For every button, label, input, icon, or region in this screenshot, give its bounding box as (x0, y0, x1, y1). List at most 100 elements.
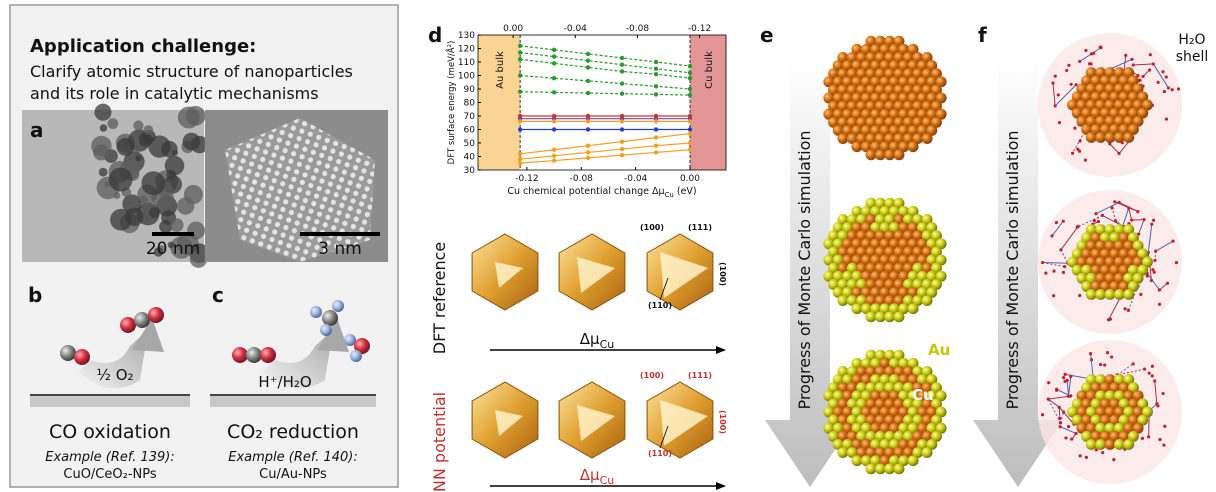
x-axis-label: Cu chemical potential change ΔμCu(eV) (507, 186, 696, 199)
au-atom (1114, 439, 1125, 450)
water-o (1153, 259, 1156, 262)
x-tick-label: 0.00 (680, 174, 700, 184)
y-tick-label: 60 (464, 126, 476, 136)
point (654, 150, 658, 154)
point (586, 127, 590, 131)
au-atom (837, 295, 848, 306)
panel-letter: c (212, 283, 224, 307)
point (586, 65, 590, 69)
point (688, 127, 692, 131)
panel-letter: f (978, 23, 987, 47)
point (654, 127, 658, 131)
row-label: NN potential (430, 392, 449, 492)
polyhedra: (100)(111)(100)(110)ΔμCu(100)(111)(100)(… (472, 223, 727, 490)
arrow-label: Progress of Monte Carlo simulation (1003, 130, 1022, 409)
point (552, 54, 556, 58)
water-o (1153, 379, 1156, 382)
cu-atom (1114, 132, 1125, 143)
point (552, 154, 556, 158)
water-o (1050, 234, 1053, 237)
scale-label: 3 nm (318, 239, 362, 259)
point (654, 119, 658, 123)
facet-label: (111) (688, 223, 712, 232)
atom (350, 350, 362, 362)
y-tick-label: 30 (464, 166, 476, 176)
facet-label: (100) (640, 223, 664, 232)
y-axis-label: DFT surface energy (meV/Å²) (445, 41, 457, 165)
water-o (1130, 218, 1133, 221)
water-o (1113, 200, 1116, 203)
point (620, 62, 624, 66)
y-tick-label: 120 (458, 45, 475, 55)
atom (232, 347, 248, 363)
water-o (1103, 363, 1106, 366)
x2-tick-label: -0.04 (564, 24, 588, 34)
tem-blob (141, 171, 165, 195)
y-tick-label: 110 (458, 58, 475, 68)
x-axis-label-text: Cu chemical potential change Δμ (507, 186, 664, 197)
reaction-name: CO oxidation (49, 421, 171, 443)
panel-letter: b (28, 283, 42, 307)
au-atom (875, 311, 886, 322)
point (620, 153, 624, 157)
au-atom (837, 447, 848, 458)
cu-atom (1123, 132, 1134, 143)
atom (260, 347, 276, 363)
water-o (1161, 392, 1164, 395)
point (688, 76, 692, 80)
au-atom (875, 463, 886, 474)
au-atom (1123, 289, 1134, 300)
cu-atom (866, 149, 877, 160)
scale-label: 20 nm (146, 239, 200, 259)
cu-atom (1095, 132, 1106, 143)
point (654, 135, 658, 139)
point (654, 84, 658, 88)
au-atom (1114, 289, 1125, 300)
x2-tick-label: -0.12 (688, 24, 711, 34)
point (518, 73, 522, 77)
water-o (1177, 87, 1180, 90)
water-o (1054, 75, 1057, 78)
point (620, 92, 624, 96)
water-o (1067, 395, 1070, 398)
water-o (1127, 206, 1130, 209)
tem-blob (177, 197, 194, 214)
water-o (1055, 221, 1058, 224)
point (654, 92, 658, 96)
water-o (1112, 458, 1115, 461)
water-o (1136, 210, 1139, 213)
y-tick-label: 50 (464, 139, 476, 149)
reaction-name: CO₂ reduction (227, 421, 359, 443)
point (552, 61, 556, 65)
au-atom (1086, 289, 1097, 300)
water-o (1157, 81, 1160, 84)
region-label: Cu bulk (704, 51, 715, 89)
panel-letter: e (760, 23, 774, 47)
tem-blob (186, 106, 206, 126)
water-o (1150, 223, 1153, 226)
water-o (1093, 219, 1096, 222)
y-tick-label: 130 (458, 31, 475, 41)
point (552, 76, 556, 80)
mu-axis-label: ΔμCu (580, 330, 614, 351)
water-o (1127, 309, 1130, 312)
facet-label: (100) (718, 262, 727, 286)
facet-label: (110) (648, 449, 672, 458)
panel-text: Clarify atomic structure of nanoparticle… (30, 62, 353, 81)
water-o (1143, 368, 1146, 371)
point (552, 127, 556, 131)
water-o (1146, 274, 1149, 277)
x-tick-label: -0.08 (570, 174, 594, 184)
water-o (1163, 90, 1166, 93)
au-atom (922, 295, 933, 306)
au-atom (866, 463, 877, 474)
water-o (1148, 68, 1151, 71)
tem-blob (107, 118, 118, 129)
point (518, 161, 522, 165)
atom (322, 310, 338, 326)
au-atom (884, 311, 895, 322)
example: Example (Ref. 140): (228, 450, 358, 465)
shell-label: shell (1176, 49, 1209, 65)
panel-letter: d (428, 23, 442, 47)
